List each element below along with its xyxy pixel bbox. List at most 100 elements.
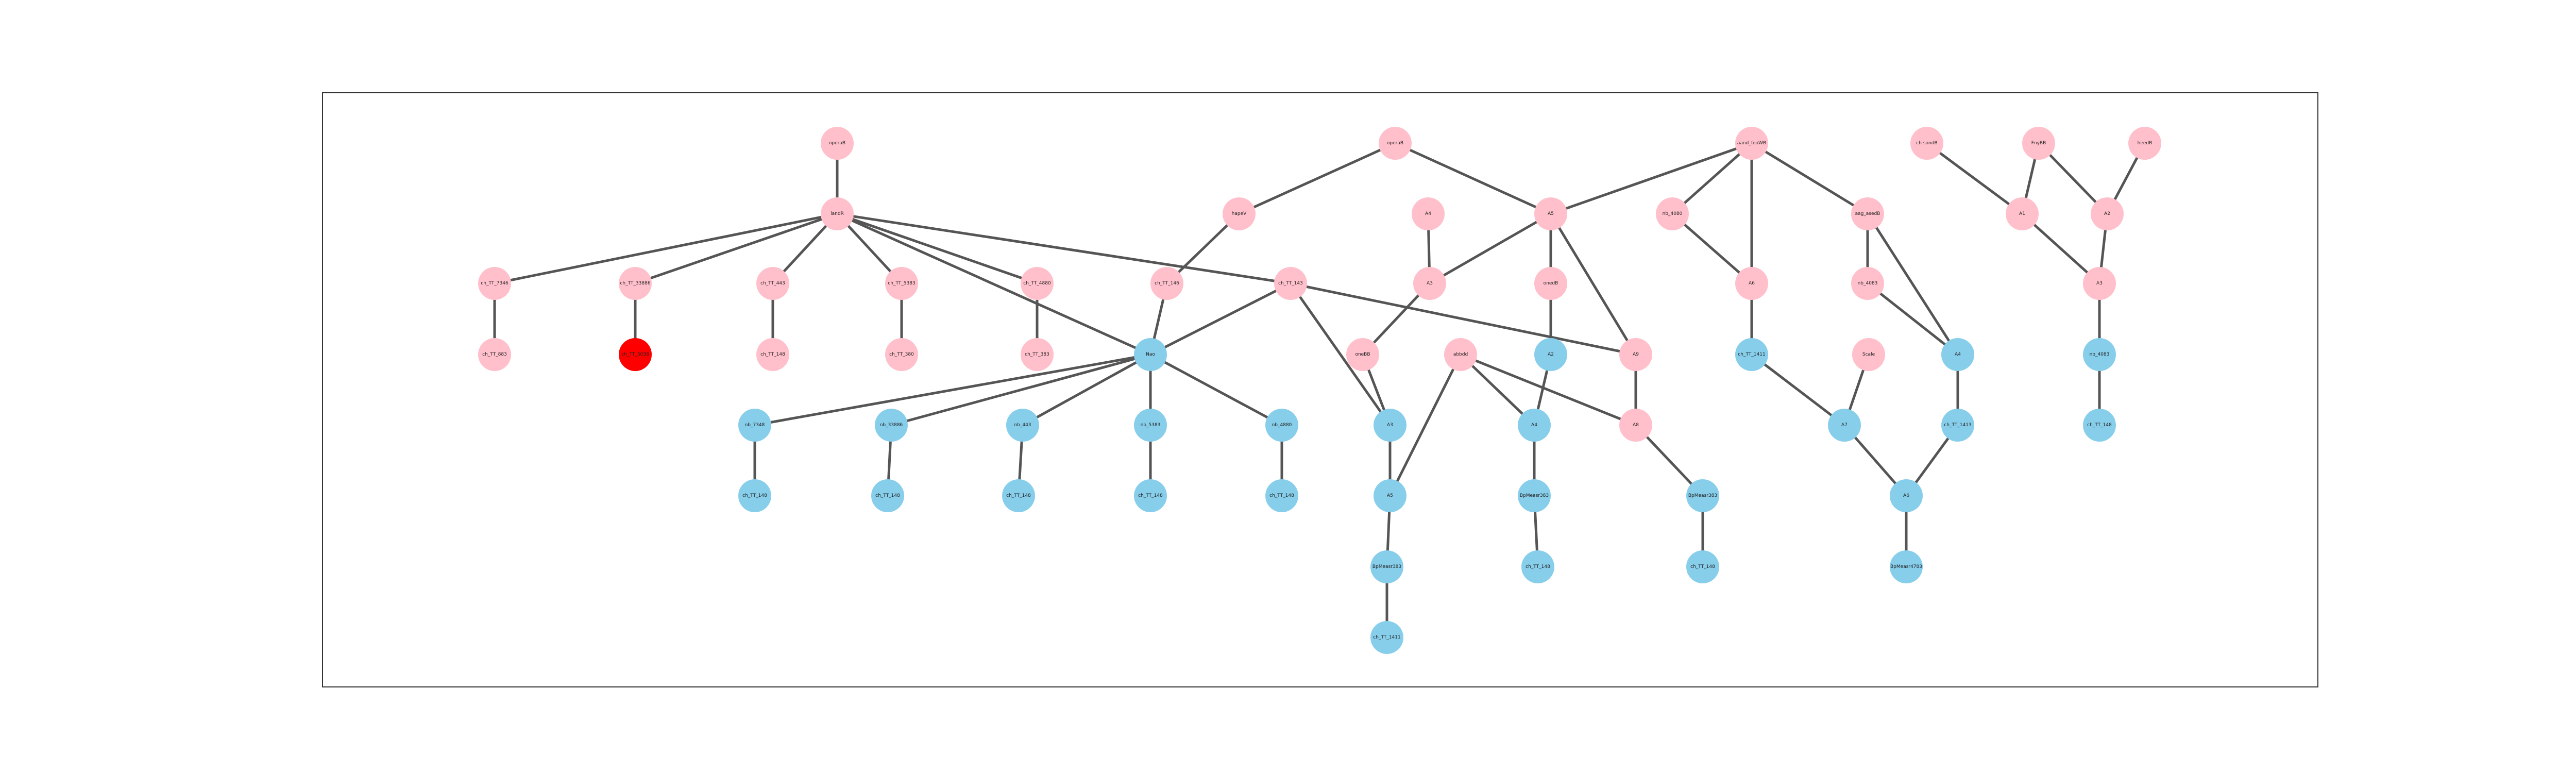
node-circle[interactable]: [619, 338, 652, 371]
node-circle[interactable]: [1379, 127, 1412, 160]
node-n61[interactable]: BpMeasr383: [1370, 550, 1403, 583]
node-n10[interactable]: ch_TT_148: [756, 338, 789, 371]
node-n9[interactable]: ch_TT_3038: [619, 338, 652, 371]
node-circle[interactable]: [885, 267, 918, 300]
node-circle[interactable]: [1890, 550, 1923, 583]
node-n24[interactable]: aag_asedB: [1851, 197, 1884, 230]
node-circle[interactable]: [1413, 267, 1446, 300]
node-n5[interactable]: ch_TT_443: [756, 267, 789, 300]
node-n52[interactable]: ch_TT_148: [871, 479, 904, 512]
node-n41[interactable]: nb_4083: [2083, 338, 2116, 371]
node-n42[interactable]: nb_7348: [738, 409, 771, 442]
node-n31[interactable]: A3: [2083, 267, 2116, 300]
node-circle[interactable]: [1002, 479, 1035, 512]
node-n26[interactable]: ch sondB: [1910, 127, 1943, 160]
node-n40[interactable]: A4: [1941, 338, 1974, 371]
node-circle[interactable]: [1134, 338, 1167, 371]
node-n33[interactable]: abbdd: [1444, 338, 1477, 371]
node-circle[interactable]: [2128, 127, 2161, 160]
node-circle[interactable]: [1370, 621, 1403, 654]
node-circle[interactable]: [2083, 267, 2116, 300]
node-n14[interactable]: hapeV: [1223, 197, 1256, 230]
node-circle[interactable]: [1021, 338, 1054, 371]
node-circle[interactable]: [1346, 338, 1379, 371]
node-circle[interactable]: [1534, 197, 1567, 230]
node-n1[interactable]: operaB: [821, 127, 854, 160]
node-circle[interactable]: [871, 479, 904, 512]
node-n27[interactable]: FnyBB: [2022, 127, 2055, 160]
node-n38[interactable]: A2: [1534, 338, 1567, 371]
node-circle[interactable]: [1134, 409, 1167, 442]
node-n45[interactable]: nb_5383: [1134, 409, 1167, 442]
node-n64[interactable]: BpMeasr4783: [1890, 550, 1923, 583]
node-n3[interactable]: ch_TT_7346: [478, 267, 511, 300]
node-n16[interactable]: ch_TT_143: [1274, 267, 1307, 300]
node-n30[interactable]: A2: [2091, 197, 2124, 230]
node-circle[interactable]: [1686, 479, 1719, 512]
node-circle[interactable]: [1374, 479, 1406, 512]
node-n22[interactable]: nb_4080: [1656, 197, 1689, 230]
node-circle[interactable]: [1910, 127, 1943, 160]
node-circle[interactable]: [1534, 338, 1567, 371]
node-circle[interactable]: [478, 338, 511, 371]
node-n62[interactable]: ch_TT_148: [1521, 550, 1554, 583]
node-circle[interactable]: [1150, 267, 1183, 300]
node-circle[interactable]: [1890, 479, 1923, 512]
node-circle[interactable]: [1374, 409, 1406, 442]
node-circle[interactable]: [1265, 479, 1298, 512]
node-circle[interactable]: [756, 338, 789, 371]
node-circle[interactable]: [875, 409, 908, 442]
node-n53[interactable]: ch_TT_148: [1002, 479, 1035, 512]
node-circle[interactable]: [1006, 409, 1039, 442]
node-n25[interactable]: nb_4083: [1851, 267, 1884, 300]
node-n55[interactable]: ch_TT_148: [1265, 479, 1298, 512]
node-circle[interactable]: [1619, 338, 1652, 371]
node-n48[interactable]: A4: [1518, 409, 1551, 442]
node-circle[interactable]: [1851, 197, 1884, 230]
node-circle[interactable]: [478, 267, 511, 300]
node-circle[interactable]: [1521, 550, 1554, 583]
node-n43[interactable]: nb_33886: [875, 409, 908, 442]
node-n34[interactable]: A8: [1619, 409, 1652, 442]
node-circle[interactable]: [1021, 267, 1054, 300]
node-circle[interactable]: [1828, 409, 1861, 442]
node-n8[interactable]: ch_TT_883: [478, 338, 511, 371]
node-circle[interactable]: [2022, 127, 2055, 160]
node-circle[interactable]: [821, 197, 854, 230]
node-circle[interactable]: [1735, 338, 1768, 371]
node-n57[interactable]: BpMeasr383: [1518, 479, 1551, 512]
node-circle[interactable]: [1851, 267, 1884, 300]
node-n21[interactable]: aand_fooWB: [1735, 127, 1768, 160]
node-n39[interactable]: ch_TT_1411: [1735, 338, 1768, 371]
node-circle[interactable]: [1534, 267, 1567, 300]
node-circle[interactable]: [1518, 409, 1551, 442]
node-n19[interactable]: A3: [1413, 267, 1446, 300]
node-circle[interactable]: [1656, 197, 1689, 230]
node-n58[interactable]: BpMeasr383: [1686, 479, 1719, 512]
node-circle[interactable]: [1444, 338, 1477, 371]
node-n32[interactable]: oneBB: [1346, 338, 1379, 371]
node-n18[interactable]: A5: [1534, 197, 1567, 230]
node-n36[interactable]: Scale: [1852, 338, 1885, 371]
node-circle[interactable]: [1265, 409, 1298, 442]
node-circle[interactable]: [738, 409, 771, 442]
node-n29[interactable]: A1: [2006, 197, 2039, 230]
node-circle[interactable]: [1134, 479, 1167, 512]
node-circle[interactable]: [1370, 550, 1403, 583]
node-n17[interactable]: A4: [1412, 197, 1445, 230]
node-n49[interactable]: A7: [1828, 409, 1861, 442]
node-circle[interactable]: [2006, 197, 2039, 230]
node-circle[interactable]: [1223, 197, 1256, 230]
node-n51[interactable]: ch_TT_148: [738, 479, 771, 512]
node-circle[interactable]: [1518, 479, 1551, 512]
node-circle[interactable]: [1941, 409, 1974, 442]
node-n23[interactable]: A6: [1735, 267, 1768, 300]
node-circle[interactable]: [2083, 409, 2116, 442]
node-circle[interactable]: [1412, 197, 1445, 230]
node-n28[interactable]: heedB: [2128, 127, 2161, 160]
node-n20[interactable]: onedB: [1534, 267, 1567, 300]
node-n65[interactable]: ch_TT_1411: [1370, 621, 1403, 654]
node-n13[interactable]: operaB: [1379, 127, 1412, 160]
node-circle[interactable]: [2083, 338, 2116, 371]
node-n37[interactable]: Nao: [1134, 338, 1167, 371]
